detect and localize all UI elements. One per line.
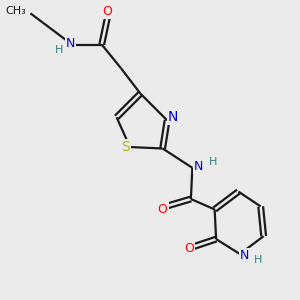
Text: N: N bbox=[194, 160, 203, 173]
Text: O: O bbox=[158, 203, 168, 216]
Text: S: S bbox=[121, 140, 130, 154]
Text: N: N bbox=[168, 110, 178, 124]
Text: O: O bbox=[184, 242, 194, 254]
Text: H: H bbox=[209, 157, 217, 167]
Text: CH₃: CH₃ bbox=[5, 6, 26, 16]
Text: N: N bbox=[66, 37, 75, 50]
Text: H: H bbox=[254, 255, 262, 265]
Text: H: H bbox=[55, 46, 63, 56]
Text: N: N bbox=[240, 249, 249, 262]
Text: O: O bbox=[103, 5, 112, 18]
